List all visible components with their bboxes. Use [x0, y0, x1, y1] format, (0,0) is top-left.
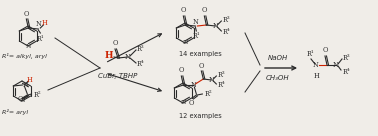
Text: N: N: [182, 41, 188, 46]
Text: H: H: [313, 72, 319, 80]
Text: R³: R³: [343, 54, 351, 62]
Text: O: O: [24, 10, 29, 18]
Text: R¹: R¹: [306, 50, 314, 58]
Text: R¹: R¹: [37, 35, 44, 43]
Text: O: O: [179, 67, 184, 75]
Text: N: N: [191, 81, 196, 89]
Text: N: N: [125, 53, 131, 61]
Text: R⁴: R⁴: [217, 81, 225, 89]
Text: R³: R³: [137, 45, 145, 53]
Text: O: O: [189, 99, 194, 107]
Text: N: N: [208, 76, 214, 84]
Text: H: H: [104, 52, 113, 61]
Text: NaOH: NaOH: [268, 55, 288, 61]
Text: N: N: [333, 61, 339, 69]
Text: N: N: [19, 98, 25, 103]
Text: R⁴: R⁴: [222, 28, 230, 36]
Text: O: O: [323, 47, 328, 55]
Text: N: N: [36, 21, 41, 29]
Text: N: N: [180, 101, 186, 106]
Text: H: H: [42, 19, 47, 27]
Text: 12 examples: 12 examples: [179, 113, 222, 119]
Text: N: N: [23, 81, 29, 89]
Text: R²: R²: [204, 90, 212, 98]
Text: N: N: [313, 61, 319, 69]
Text: R³: R³: [217, 71, 225, 79]
Text: 14 examples: 14 examples: [179, 51, 222, 57]
Text: CH₃OH: CH₃OH: [266, 75, 290, 81]
Text: R¹: R¹: [192, 32, 200, 40]
Text: R³: R³: [222, 16, 230, 24]
Text: N: N: [25, 44, 31, 49]
Text: R²= aryl: R²= aryl: [2, 109, 28, 115]
Text: O: O: [181, 7, 187, 15]
Text: R⁴: R⁴: [343, 68, 351, 76]
Text: R⁴: R⁴: [137, 60, 145, 68]
Text: N: N: [192, 18, 198, 26]
Text: CuBr, TBHP: CuBr, TBHP: [98, 73, 138, 79]
Text: R¹= alkyl, aryl: R¹= alkyl, aryl: [2, 53, 47, 59]
Text: O: O: [18, 95, 23, 103]
Text: R²: R²: [33, 91, 41, 99]
Text: O: O: [202, 7, 208, 15]
Text: O: O: [113, 39, 118, 47]
Text: N: N: [212, 22, 218, 30]
Text: H: H: [26, 76, 32, 84]
Text: O: O: [199, 61, 204, 69]
